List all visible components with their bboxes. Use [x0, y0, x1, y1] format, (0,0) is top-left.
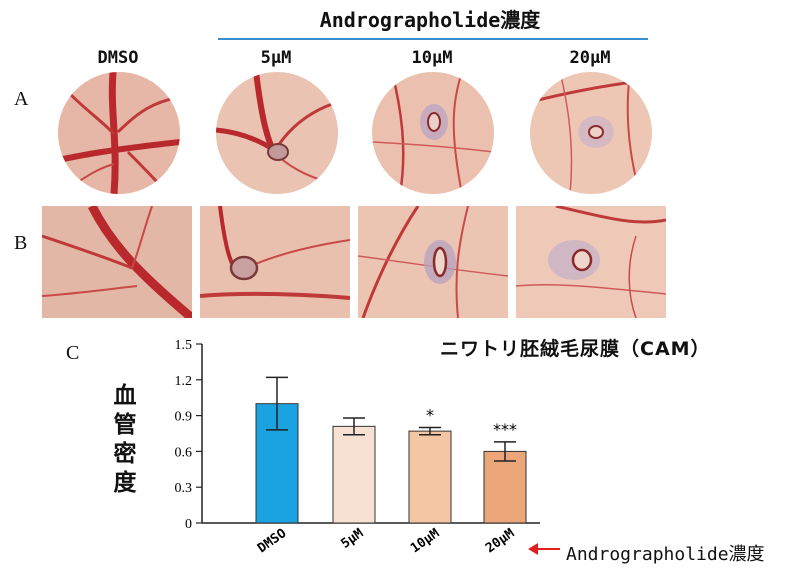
column-label-10um: 10μM [411, 48, 453, 68]
column-label-5um: 5μM [260, 48, 292, 68]
panel-label-c: C [66, 342, 80, 364]
cam-photo-5um-circle [216, 72, 338, 194]
y-tick-label: 0.6 [175, 445, 193, 460]
y-tick-label: 0.3 [175, 481, 193, 496]
arrow-head-icon [528, 543, 538, 555]
row-label-a: A [14, 88, 29, 110]
header-divider [218, 38, 648, 40]
cam-photo-dmso-zoom [42, 206, 192, 318]
y-tick-label: 0.9 [175, 410, 193, 425]
cam-photo-20um-zoom [516, 206, 666, 318]
bar [483, 450, 527, 524]
y-axis-label: 血管密度 [113, 383, 137, 496]
x-axis-label: Andrographolide濃度 [566, 544, 765, 565]
cam-photo-10um-circle [372, 72, 494, 194]
y-tick-label: 1.2 [175, 374, 193, 389]
x-tick-label: 5μM [338, 526, 366, 552]
cam-photo-5um-zoom [200, 206, 350, 318]
x-tick-label: 10μM [408, 526, 442, 556]
significance-mark: * [426, 406, 434, 425]
significance-mark: *** [493, 420, 517, 439]
bar [332, 425, 376, 524]
column-label-20um: 20μM [569, 48, 611, 68]
bar [408, 430, 452, 524]
column-label-dmso: DMSO [97, 48, 139, 68]
row-label-b: B [14, 232, 28, 254]
chart-title: ニワトリ胚絨毛尿膜（CAM） [440, 338, 711, 360]
y-tick-label: 0 [185, 517, 192, 532]
x-tick-label: DMSO [255, 526, 289, 556]
x-tick-label: 20μM [483, 526, 517, 556]
concentration-header: Andrographolide濃度 [319, 8, 541, 32]
y-tick-label: 1.5 [175, 338, 193, 353]
arrow-icon [530, 548, 560, 550]
cam-photo-10um-zoom [358, 206, 508, 318]
